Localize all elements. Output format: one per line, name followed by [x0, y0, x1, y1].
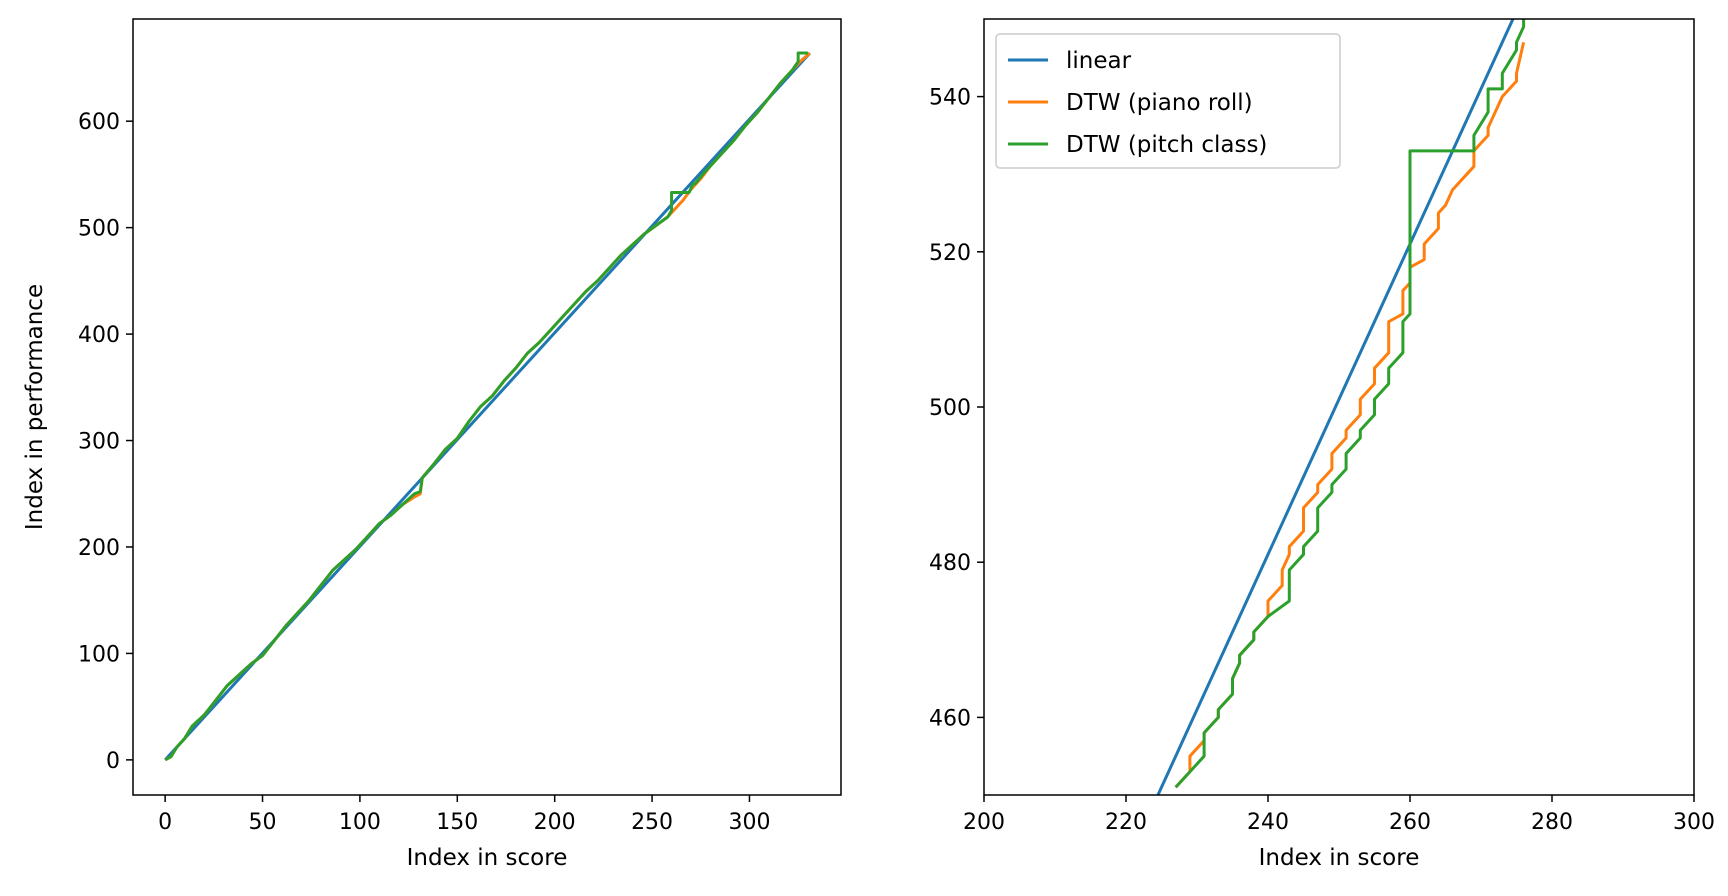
y-axis-label: Index in performance	[22, 284, 48, 530]
y-tick-label: 400	[78, 323, 120, 348]
legend-label: DTW (pitch class)	[1066, 132, 1267, 158]
x-axis-label: Index in score	[1259, 845, 1420, 871]
x-tick-label: 200	[963, 810, 1005, 835]
x-axis-label: Index in score	[407, 845, 568, 871]
x-tick-label: 260	[1389, 810, 1431, 835]
legend: linear DTW (piano roll) DTW (pitch class)	[995, 33, 1341, 169]
y-tick-label: 300	[78, 430, 120, 455]
y-tick-label: 500	[929, 396, 971, 421]
right-chart-panel: 200 220 240 260 280 300 460 480 500 520 540 Index i…	[929, 18, 1715, 871]
legend-label: DTW (piano roll)	[1066, 90, 1253, 116]
y-tick-label: 0	[106, 749, 120, 774]
x-tick-label: 300	[1673, 810, 1715, 835]
x-tick-label: 100	[339, 810, 381, 835]
x-tick-label: 250	[631, 810, 673, 835]
y-tick-label: 520	[929, 241, 971, 266]
axes-frame	[132, 18, 842, 796]
x-tick-label: 300	[728, 810, 770, 835]
x-tick-label: 50	[249, 810, 277, 835]
plot-area	[164, 51, 811, 762]
legend-label: linear	[1066, 48, 1132, 74]
y-tick-label: 500	[78, 217, 120, 242]
x-tick-label: 240	[1247, 810, 1289, 835]
series-line-linear	[1156, 19, 1515, 795]
y-tick-label: 460	[929, 706, 971, 731]
x-tick-label: 0	[158, 810, 172, 835]
left-chart-panel: 0 50 100 150 200 250 300 0 100 200 300 400 500 600 Ind…	[22, 18, 842, 871]
series-line-dtw-pitch-class	[164, 51, 808, 762]
x-tick-label: 220	[1105, 810, 1147, 835]
y-tick-label: 540	[929, 86, 971, 111]
x-tick-label: 200	[534, 810, 576, 835]
plot-area	[1156, 19, 1526, 795]
y-tick-label: 200	[78, 536, 120, 561]
y-tick-label: 600	[78, 110, 120, 135]
y-tick-label: 100	[78, 642, 120, 667]
y-tick-label: 480	[929, 551, 971, 576]
series-line-dtw-pitch-class	[1174, 19, 1526, 789]
x-tick-label: 150	[436, 810, 478, 835]
x-tick-label: 280	[1531, 810, 1573, 835]
legend-box	[995, 33, 1341, 169]
